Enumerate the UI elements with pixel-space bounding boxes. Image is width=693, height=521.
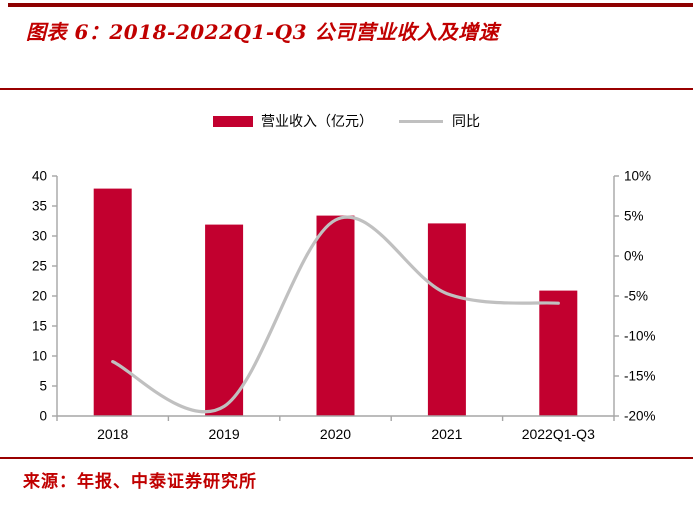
revenue-bar (539, 290, 578, 416)
title-divider (0, 88, 693, 90)
right-axis-tick-label: 10% (624, 169, 651, 184)
source-divider (0, 457, 693, 459)
x-axis-category-label: 2020 (320, 426, 351, 442)
yoy-legend-line (399, 119, 443, 123)
left-axis-tick-label: 35 (32, 199, 47, 214)
right-axis-tick-label: 0% (624, 249, 644, 264)
left-axis-tick-label: 5 (39, 379, 47, 394)
chart-legend: 营业收入（亿元） 同比 (0, 110, 693, 132)
right-axis-tick-label: 5% (624, 209, 644, 224)
revenue-bar (93, 188, 132, 416)
revenue-growth-combo-chart: 0 5 10 15 20 25 30 35 40 -20% -15% -10% -5% 0% 5% 10% 20… (32, 169, 656, 443)
source-note: 来源：年报、中泰证券研究所 (23, 472, 257, 492)
x-axis-category-label: 2022Q1-Q3 (522, 426, 595, 442)
right-axis-tick-label: -10% (624, 329, 656, 344)
right-axis-tick-label: -5% (624, 289, 648, 304)
right-axis-tick-label: -15% (624, 369, 656, 384)
revenue-bar (316, 215, 355, 416)
left-axis-tick-label: 0 (39, 409, 47, 424)
revenue-bar (205, 224, 244, 416)
revenue-legend-swatch (213, 115, 253, 127)
revenue-legend-label: 营业收入（亿元） (261, 114, 373, 130)
right-axis-tick-label: -20% (624, 409, 656, 424)
x-axis-category-label: 2019 (209, 426, 240, 442)
x-axis-category-label: 2018 (97, 426, 128, 442)
yoy-legend-label: 同比 (452, 114, 480, 130)
yoy-growth-line (111, 215, 560, 414)
left-axis-tick-label: 25 (32, 259, 47, 274)
revenue-bar (427, 223, 466, 416)
x-axis-category-label: 2021 (431, 426, 462, 442)
left-axis-tick-label: 40 (32, 169, 47, 184)
left-axis-tick-label: 20 (32, 289, 47, 304)
figure-title: 图表 6：2018-2022Q1-Q3 公司营业收入及增速 (26, 20, 499, 44)
left-axis-tick-label: 15 (32, 319, 47, 334)
left-axis-tick-label: 30 (32, 229, 47, 244)
left-axis-tick-label: 10 (32, 349, 47, 364)
top-border (8, 3, 693, 7)
